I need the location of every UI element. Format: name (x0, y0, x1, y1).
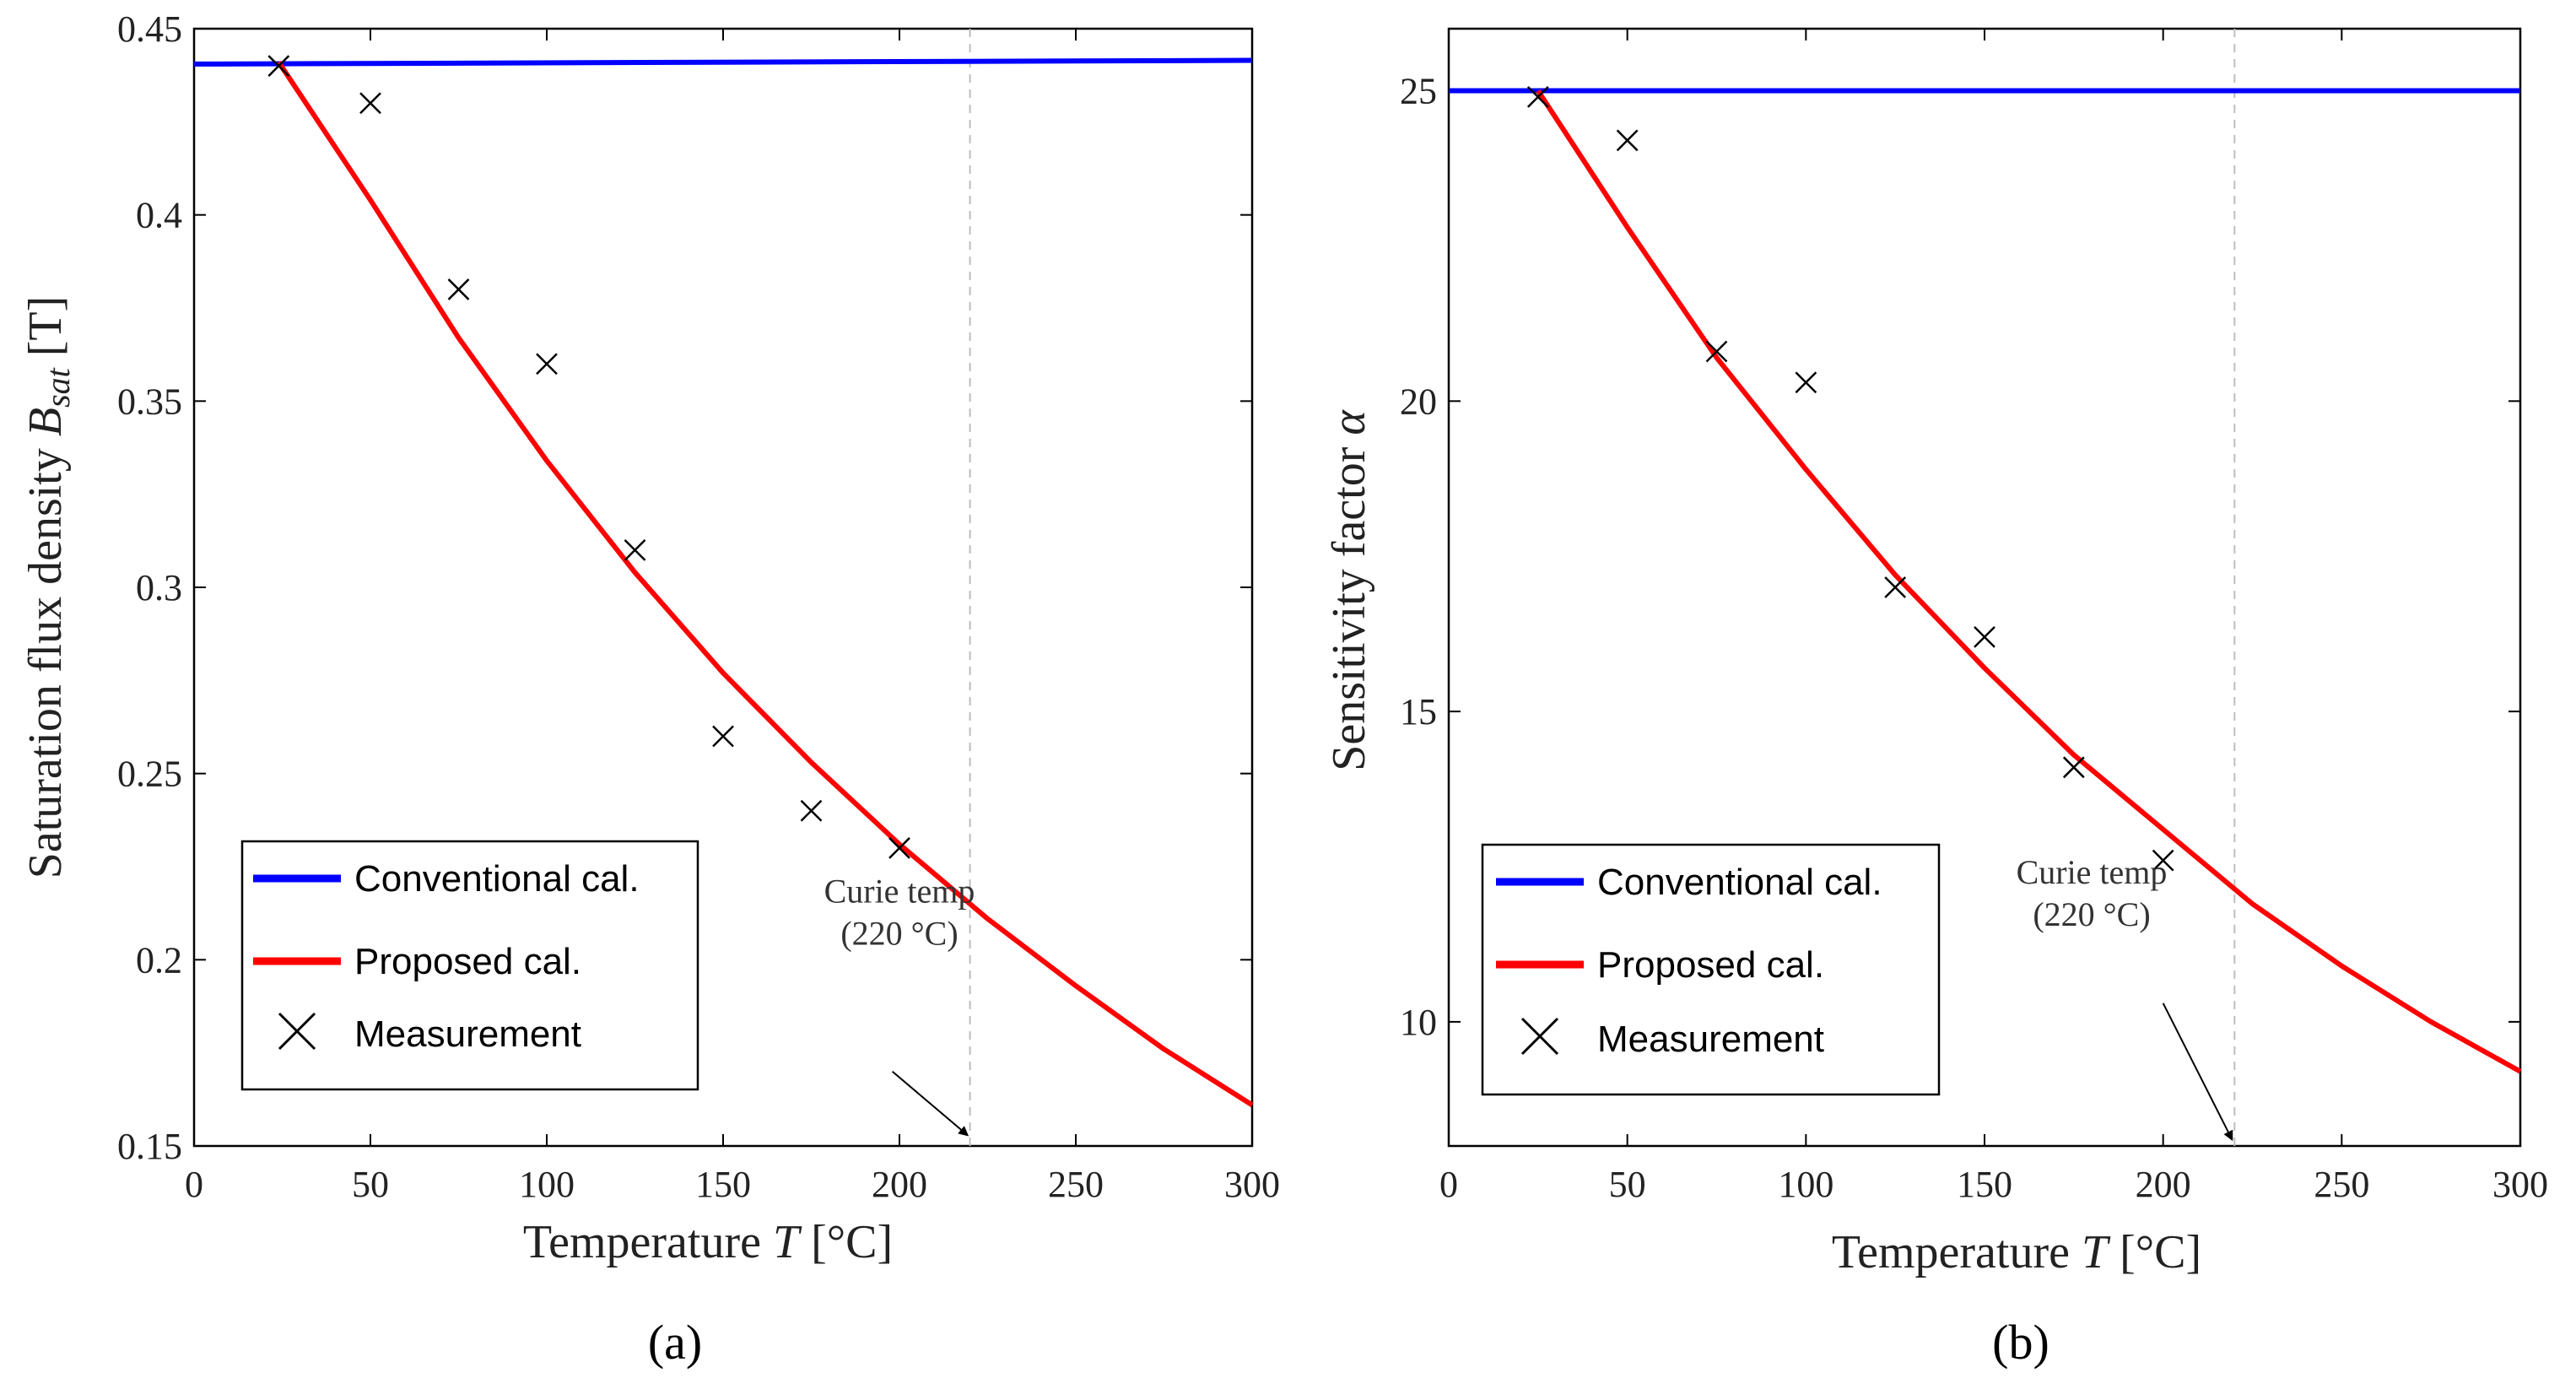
legend: Conventional cal. Proposed cal. Measurem… (1481, 843, 1941, 1096)
measurement-point-stroke (1795, 371, 1817, 394)
annotation-curie-label: Curie temp (824, 872, 975, 910)
y-tick-label: 20 (1400, 381, 1437, 422)
y-tick-label: 10 (1400, 1002, 1437, 1043)
x-axis-label: Temperature T [°C] (523, 1216, 893, 1268)
plot-marks: 0 50 100 150 200 250 300 0.15 0.2 0.25 0.3 0.35 0.4 0… (117, 8, 1280, 1205)
chart-panel-b: Sensitivity factor α Temperature T [°C] … (1323, 27, 2548, 1370)
legend-box (1481, 843, 1941, 1096)
measurement-point (2062, 756, 2085, 779)
annotation-curie-label: Curie temp (2017, 853, 2168, 891)
measurement-point (888, 837, 910, 859)
measurement-point (1795, 371, 1817, 394)
measurement-point (1974, 625, 1995, 648)
measurement-point (1526, 86, 1549, 108)
measurement-point-stroke (536, 353, 558, 376)
y-tick-label: 0.35 (117, 381, 182, 422)
measurement-point (800, 799, 823, 822)
y-tick-label: 0.15 (117, 1126, 182, 1167)
y-tick-label: 0.4 (136, 195, 182, 236)
measurement-point-stroke (1705, 340, 1728, 363)
x-tick-label: 50 (1609, 1164, 1646, 1205)
measurement-point-stroke (447, 278, 470, 300)
measurement-point (2152, 849, 2174, 872)
legend-label-conventional: Conventional cal. (354, 858, 640, 900)
measurement-point-stroke (1526, 86, 1549, 108)
panel-label-a: (a) (648, 1315, 702, 1370)
chart-panel-a: Saturation flux density Bsat [T] Tempera… (19, 8, 1280, 1370)
x-tick-label: 250 (1048, 1164, 1104, 1205)
measurement-point (267, 55, 290, 78)
legend-label-proposed: Proposed cal. (354, 941, 581, 982)
y-tick-label: 0.2 (136, 939, 182, 981)
x-tick-label: 200 (872, 1164, 927, 1205)
plot-marks: 0 50 100 150 200 250 300 10 15 20 25 Curie temp (220… (1400, 29, 2548, 1205)
measurement-point-stroke (800, 799, 823, 822)
measurement-point-stroke (359, 92, 381, 115)
x-tick-label: 300 (1224, 1164, 1280, 1205)
x-tick-label: 150 (695, 1164, 751, 1205)
y-tick-label: 0.25 (117, 754, 182, 795)
measurement-point (624, 538, 646, 561)
measurement-point-stroke (712, 725, 734, 748)
measurement-point-stroke (1884, 576, 1907, 598)
y-tick-label: 15 (1400, 691, 1437, 732)
measurement-point-stroke (888, 837, 910, 859)
legend-marker-measurement (1520, 1017, 1559, 1056)
legend-label-proposed: Proposed cal. (1597, 944, 1824, 986)
x-tick-label: 0 (1439, 1164, 1458, 1205)
legend-label-measurement: Measurement (354, 1013, 581, 1055)
x-tick-label: 100 (519, 1164, 575, 1205)
measurement-point (536, 353, 558, 376)
x-tick-label: 150 (1957, 1164, 2012, 1205)
measurement-point-stroke (1974, 625, 1995, 648)
legend-box (240, 840, 699, 1091)
measurement-point-stroke (2062, 756, 2085, 779)
measurement-point (359, 92, 381, 115)
x-tick-label: 200 (2136, 1164, 2191, 1205)
series-line-proposed-cal (276, 61, 1254, 1107)
y-tick-label: 0.3 (136, 567, 182, 608)
x-tick-label: 0 (185, 1164, 203, 1205)
annotation-curie-value: (220 °C) (840, 914, 958, 952)
y-tick-label: 25 (1400, 71, 1437, 112)
annotation-curie-value: (220 °C) (2033, 895, 2150, 933)
x-tick-label: 300 (2492, 1164, 2548, 1205)
measurement-point (712, 725, 734, 748)
panel-label-b: (b) (1992, 1315, 2049, 1370)
measurement-point-stroke (267, 55, 290, 78)
series-line-conventional-cal (193, 57, 1253, 67)
x-tick-label: 100 (1778, 1164, 1833, 1205)
y-axis-label: Saturation flux density Bsat [T] (19, 296, 77, 879)
x-axis-label: Temperature T [°C] (1832, 1226, 2201, 1278)
legend-label-measurement: Measurement (1597, 1019, 1824, 1060)
measurement-point-stroke (624, 538, 646, 561)
y-tick-label: 0.45 (117, 8, 182, 50)
legend: Conventional cal. Proposed cal. Measurem… (240, 840, 699, 1091)
measurement-point (447, 278, 470, 300)
x-tick-label: 250 (2314, 1164, 2369, 1205)
x-tick-label: 50 (352, 1164, 389, 1205)
y-axis-label: Sensitivity factor α (1323, 409, 1375, 771)
annotation-arrow (2162, 1003, 2233, 1142)
legend-marker-measurement (278, 1012, 316, 1051)
legend-label-conventional: Conventional cal. (1597, 862, 1882, 903)
series-line-proposed-cal (1536, 89, 2522, 1074)
measurement-point (1884, 576, 1907, 598)
measurement-point (1616, 129, 1639, 152)
measurement-point-stroke (1616, 129, 1639, 152)
measurement-point-stroke (2152, 849, 2174, 872)
annotation-arrow (891, 1070, 969, 1137)
measurement-point (1705, 340, 1728, 363)
